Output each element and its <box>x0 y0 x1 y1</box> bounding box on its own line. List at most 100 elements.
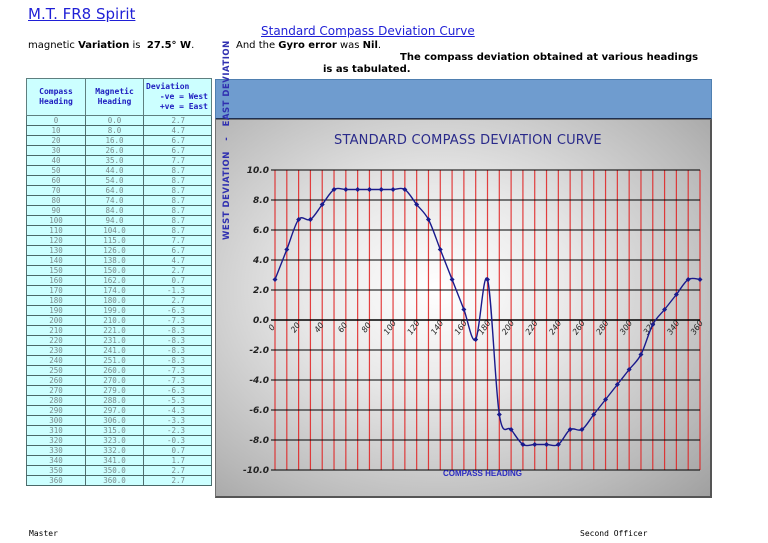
y-tick-label: 10.0 <box>247 166 269 176</box>
second-officer-signature-label: Second Officer <box>580 529 648 538</box>
deviation-cell: 2.7 <box>143 295 212 306</box>
compass-heading-cell: 320 <box>26 435 86 446</box>
compass-heading-cell: 60 <box>26 175 86 186</box>
compass-heading-cell: 160 <box>26 275 86 286</box>
data-point-marker <box>567 427 573 432</box>
table-row: 70 64.0 8.7 <box>26 185 212 196</box>
table-row: 160 162.0 0.7 <box>26 275 212 286</box>
x-tick-label: 20 <box>289 321 302 335</box>
magnetic-heading-cell: 199.0 <box>85 305 144 316</box>
deviation-cell: -3.3 <box>143 415 212 426</box>
chart-header-banner <box>215 79 712 120</box>
x-axis-label: COMPASS HEADING <box>443 469 522 478</box>
gyro-statement: And the Gyro error was Nil. <box>236 40 381 51</box>
y-tick-label: -10.0 <box>243 466 269 476</box>
data-point-marker <box>296 217 302 222</box>
table-row: 60 54.0 8.7 <box>26 175 212 186</box>
compass-heading-cell: 220 <box>26 335 86 346</box>
data-point-marker <box>544 442 550 447</box>
compass-heading-cell: 240 <box>26 355 86 366</box>
x-tick-label: 140 <box>429 319 445 337</box>
table-row: 320 323.0 -0.3 <box>26 435 212 446</box>
data-point-marker <box>532 442 538 447</box>
compass-heading-cell: 180 <box>26 295 86 306</box>
table-row: 20 16.0 6.7 <box>26 135 212 146</box>
table-row: 340 341.0 1.7 <box>26 455 212 466</box>
data-point-marker <box>555 442 561 447</box>
magnetic-heading-cell: 360.0 <box>85 475 144 486</box>
deviation-cell: 2.7 <box>143 115 212 126</box>
magnetic-heading-cell: 315.0 <box>85 425 144 436</box>
table-row: 150 150.0 2.7 <box>26 265 212 276</box>
deviation-cell: -2.3 <box>143 425 212 436</box>
variation-statement: magnetic Variation is 27.5° W. <box>28 40 194 51</box>
y-tick-label: 8.0 <box>253 196 269 206</box>
data-point-marker <box>366 187 372 192</box>
data-point-marker <box>638 352 644 357</box>
y-tick-label: -4.0 <box>249 376 269 386</box>
data-point-marker <box>319 202 325 207</box>
data-point-marker <box>520 442 526 447</box>
col-compass-heading: Compass Heading <box>26 78 86 116</box>
data-point-marker <box>626 367 632 372</box>
variation-prefix: magnetic <box>28 40 79 51</box>
compass-heading-cell: 310 <box>26 425 86 436</box>
document-title-link[interactable]: Standard Compass Deviation Curve <box>261 24 475 38</box>
compass-heading-cell: 120 <box>26 235 86 246</box>
data-point-marker <box>473 337 479 342</box>
deviation-cell: 2.7 <box>143 265 212 276</box>
table-row: 80 74.0 8.7 <box>26 195 212 206</box>
table-row: 140 138.0 4.7 <box>26 255 212 266</box>
deviation-cell: 7.7 <box>143 235 212 246</box>
compass-heading-cell: 130 <box>26 245 86 256</box>
deviation-cell: 8.7 <box>143 205 212 216</box>
data-point-marker <box>272 277 278 282</box>
compass-heading-cell: 110 <box>26 225 86 236</box>
table-row: 290 297.0 -4.3 <box>26 405 212 416</box>
compass-heading-cell: 100 <box>26 215 86 226</box>
magnetic-heading-cell: 297.0 <box>85 405 144 416</box>
compass-heading-cell: 70 <box>26 185 86 196</box>
magnetic-heading-cell: 54.0 <box>85 175 144 186</box>
y-tick-label: 6.0 <box>253 226 269 236</box>
deviation-cell: -7.3 <box>143 365 212 376</box>
compass-heading-cell: 150 <box>26 265 86 276</box>
deviation-cell: -0.3 <box>143 435 212 446</box>
deviation-cell: 6.7 <box>143 245 212 256</box>
magnetic-heading-cell: 126.0 <box>85 245 144 256</box>
data-point-marker <box>414 202 420 207</box>
y-tick-label: -6.0 <box>249 406 269 416</box>
data-point-marker <box>449 277 455 282</box>
compass-heading-cell: 270 <box>26 385 86 396</box>
y-tick-label: -2.0 <box>249 346 269 356</box>
ship-name-link[interactable]: M.T. FR8 Spirit <box>28 5 136 23</box>
magnetic-heading-cell: 74.0 <box>85 195 144 206</box>
deviation-cell: -8.3 <box>143 325 212 336</box>
table-row: 130 126.0 6.7 <box>26 245 212 256</box>
table-row: 240 251.0 -8.3 <box>26 355 212 366</box>
magnetic-heading-cell: 16.0 <box>85 135 144 146</box>
compass-heading-cell: 300 <box>26 415 86 426</box>
data-point-marker <box>485 277 490 282</box>
magnetic-heading-cell: 241.0 <box>85 345 144 356</box>
table-row: 40 35.0 7.7 <box>26 155 212 166</box>
magnetic-heading-cell: 104.0 <box>85 225 144 236</box>
y-tick-label: 4.0 <box>252 256 269 266</box>
magnetic-heading-cell: 94.0 <box>85 215 144 226</box>
compass-heading-cell: 280 <box>26 395 86 406</box>
magnetic-heading-cell: 231.0 <box>85 335 144 346</box>
magnetic-heading-cell: 221.0 <box>85 325 144 336</box>
deviation-cell: 8.7 <box>143 185 212 196</box>
data-point-marker <box>662 307 668 312</box>
deviation-cell: 7.7 <box>143 155 212 166</box>
table-row: 250 260.0 -7.3 <box>26 365 212 376</box>
data-point-marker <box>307 217 313 222</box>
data-point-marker <box>650 322 656 327</box>
data-point-marker <box>343 187 349 192</box>
table-row: 280 288.0 -5.3 <box>26 395 212 406</box>
deviation-cell: -6.3 <box>143 305 212 316</box>
deviation-plot: 10.0 8.0 6.0 4.0 2.0 0.0 -2.0 -4.0 -6.0 -8.0 -10.0… <box>243 166 705 476</box>
data-point-marker <box>402 187 408 192</box>
x-tick-label: 100 <box>382 319 398 337</box>
data-point-marker <box>461 307 467 312</box>
